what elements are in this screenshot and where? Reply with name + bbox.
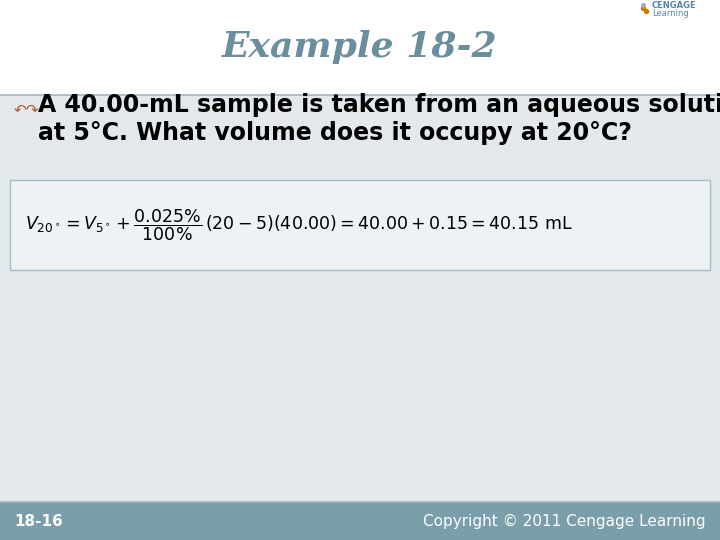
Text: Copyright © 2011 Cengage Learning: Copyright © 2011 Cengage Learning	[423, 514, 706, 529]
FancyBboxPatch shape	[0, 0, 720, 95]
Text: $V_{20^\circ} = V_{5^\circ} + \dfrac{0.025\%}{100\%}\,(20 - 5)(40.00) = 40.00 + : $V_{20^\circ} = V_{5^\circ} + \dfrac{0.0…	[25, 207, 572, 242]
Text: 18-16: 18-16	[14, 514, 63, 529]
FancyBboxPatch shape	[0, 502, 720, 540]
Text: at 5°C. What volume does it occupy at 20°C?: at 5°C. What volume does it occupy at 20…	[38, 121, 632, 145]
FancyBboxPatch shape	[0, 95, 720, 502]
Text: A 40.00-mL sample is taken from an aqueous solution: A 40.00-mL sample is taken from an aqueo…	[38, 93, 720, 117]
Text: Learning: Learning	[652, 9, 689, 17]
Text: CENGAGE: CENGAGE	[652, 2, 697, 10]
Point	[637, 1, 649, 9]
FancyBboxPatch shape	[10, 180, 710, 270]
Text: Example 18-2: Example 18-2	[222, 30, 498, 64]
Point	[640, 6, 652, 15]
Text: ↶↷: ↶↷	[14, 103, 40, 118]
Point	[637, 4, 649, 12]
